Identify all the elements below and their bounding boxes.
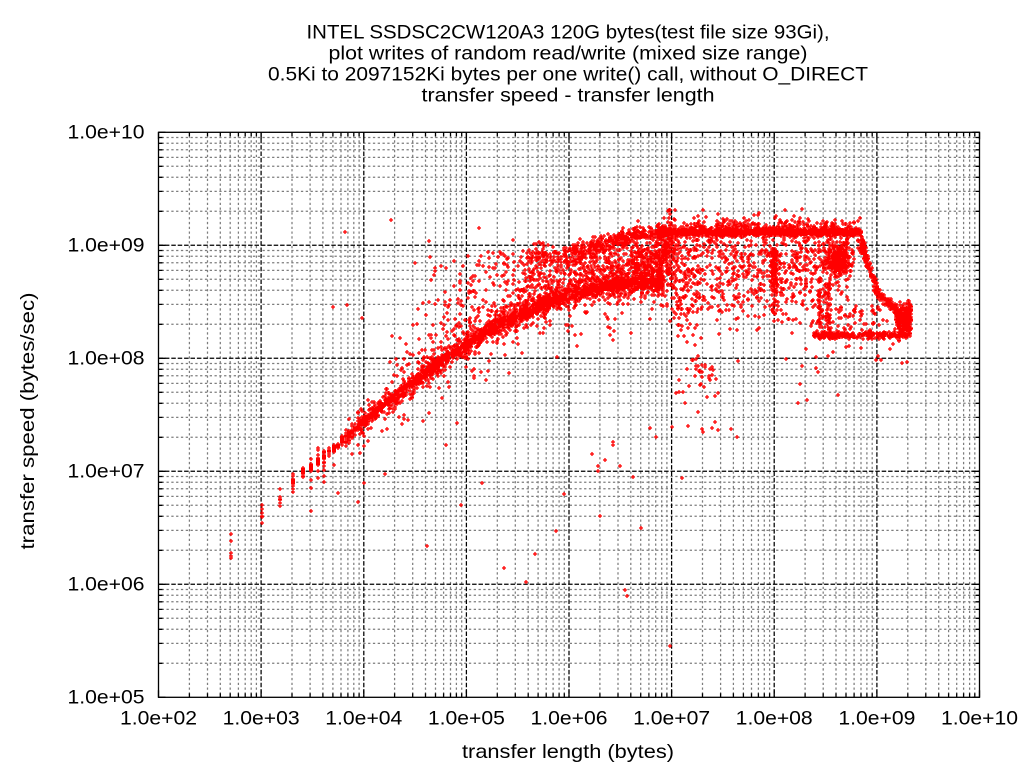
svg-text:1.0e+06: 1.0e+06 — [531, 708, 608, 730]
svg-text:1.0e+08: 1.0e+08 — [736, 708, 813, 730]
svg-text:1.0e+04: 1.0e+04 — [325, 708, 402, 730]
svg-text:1.0e+10: 1.0e+10 — [68, 121, 145, 143]
svg-text:1.0e+09: 1.0e+09 — [838, 708, 915, 730]
svg-text:INTEL SSDSC2CW120A3 120G bytes: INTEL SSDSC2CW120A3 120G bytes(test file… — [307, 22, 830, 44]
svg-text:1.0e+07: 1.0e+07 — [68, 460, 145, 482]
svg-text:1.0e+06: 1.0e+06 — [68, 573, 145, 595]
svg-text:transfer speed (bytes/sec): transfer speed (bytes/sec) — [17, 293, 39, 550]
svg-text:1.0e+05: 1.0e+05 — [68, 686, 145, 708]
svg-text:1.0e+09: 1.0e+09 — [68, 234, 145, 256]
svg-text:1.0e+10: 1.0e+10 — [941, 708, 1018, 730]
svg-text:transfer length (bytes): transfer length (bytes) — [462, 741, 674, 763]
svg-text:0.5Ki to 2097152Ki bytes per o: 0.5Ki to 2097152Ki bytes per one write()… — [268, 64, 868, 86]
svg-text:1.0e+07: 1.0e+07 — [633, 708, 710, 730]
svg-text:transfer speed - transfer leng: transfer speed - transfer length — [422, 85, 715, 107]
svg-text:1.0e+02: 1.0e+02 — [120, 708, 197, 730]
svg-text:1.0e+05: 1.0e+05 — [428, 708, 505, 730]
svg-text:plot writes of random read/wri: plot writes of random read/write (mixed … — [329, 43, 808, 65]
svg-text:1.0e+03: 1.0e+03 — [223, 708, 300, 730]
svg-text:1.0e+08: 1.0e+08 — [68, 347, 145, 369]
